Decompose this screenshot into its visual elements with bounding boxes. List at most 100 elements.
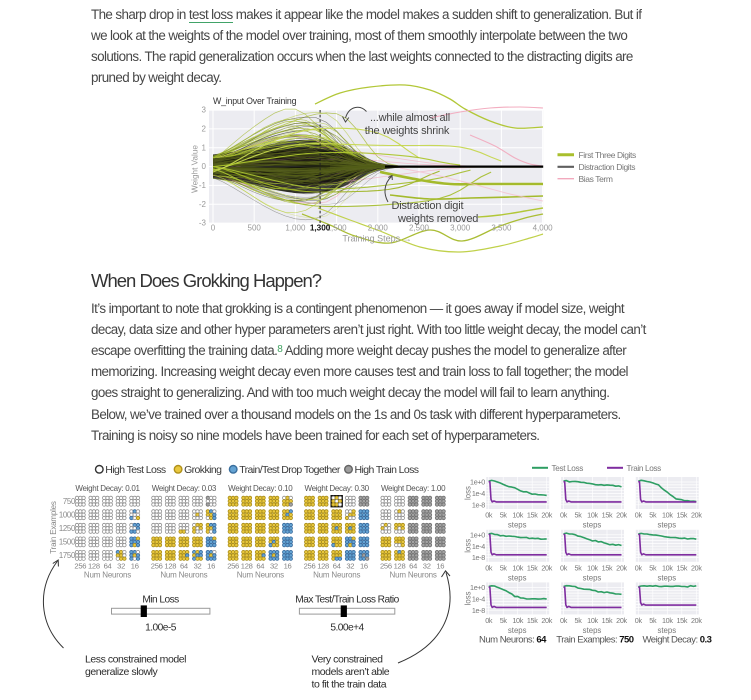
svg-text:16: 16: [436, 562, 444, 571]
svg-text:15k: 15k: [602, 511, 613, 520]
svg-text:4,000: 4,000: [533, 224, 554, 233]
svg-text:128: 128: [164, 562, 176, 571]
svg-text:10k: 10k: [512, 616, 523, 625]
svg-text:steps: steps: [657, 521, 676, 530]
svg-text:64: 64: [104, 562, 112, 571]
svg-text:32: 32: [346, 562, 354, 571]
svg-text:3,500: 3,500: [491, 224, 512, 233]
svg-text:1250: 1250: [59, 524, 76, 533]
svg-text:15k: 15k: [676, 563, 687, 572]
svg-text:loss: loss: [464, 539, 473, 553]
svg-text:500: 500: [248, 224, 262, 233]
svg-text:256: 256: [304, 562, 316, 571]
svg-text:20k: 20k: [616, 511, 627, 520]
svg-text:Weight Decay: 0.3: Weight Decay: 0.3: [643, 635, 712, 646]
svg-text:5k: 5k: [575, 616, 583, 625]
svg-text:5k: 5k: [649, 511, 657, 520]
svg-text:5k: 5k: [500, 511, 508, 520]
svg-text:Weight Decay: 1.00: Weight Decay: 1.00: [381, 484, 446, 493]
svg-text:5.00e+4: 5.00e+4: [330, 623, 364, 634]
svg-text:High Test Loss: High Test Loss: [105, 464, 166, 476]
svg-text:10k: 10k: [587, 563, 598, 572]
svg-text:5k: 5k: [575, 563, 583, 572]
svg-text:-1: -1: [199, 181, 207, 190]
svg-text:128: 128: [394, 562, 406, 571]
svg-text:64: 64: [409, 562, 417, 571]
svg-text:20k: 20k: [541, 616, 552, 625]
svg-text:5k: 5k: [575, 511, 583, 520]
svg-text:1.00e-5: 1.00e-5: [145, 623, 177, 634]
svg-text:0k: 0k: [635, 563, 643, 572]
svg-text:1,500: 1,500: [327, 224, 348, 233]
svg-text:1000: 1000: [59, 511, 76, 520]
svg-text:256: 256: [380, 562, 392, 571]
svg-text:128: 128: [88, 562, 100, 571]
svg-text:Train Examples: 750: Train Examples: 750: [556, 635, 633, 646]
svg-text:1e+0: 1e+0: [470, 530, 485, 539]
svg-text:15k: 15k: [527, 563, 538, 572]
svg-text:Weight Decay: 0.30: Weight Decay: 0.30: [305, 484, 370, 493]
svg-text:10k: 10k: [662, 563, 673, 572]
svg-text:128: 128: [317, 562, 329, 571]
svg-text:steps: steps: [583, 521, 602, 530]
svg-text:16: 16: [284, 562, 292, 571]
svg-text:15k: 15k: [527, 511, 538, 520]
svg-text:1e+0: 1e+0: [470, 478, 485, 487]
svg-text:-2: -2: [199, 200, 207, 209]
svg-text:0k: 0k: [485, 563, 493, 572]
svg-text:1e-4: 1e-4: [472, 489, 485, 498]
svg-text:32: 32: [194, 562, 202, 571]
svg-text:Bias Term: Bias Term: [579, 174, 613, 184]
svg-text:Min Loss: Min Loss: [142, 595, 179, 606]
svg-text:3: 3: [202, 106, 207, 115]
svg-text:5k: 5k: [500, 616, 508, 625]
svg-text:Train/Test Drop Together: Train/Test Drop Together: [239, 464, 341, 476]
svg-text:to fit the train data: to fit the train data: [312, 679, 387, 691]
svg-text:20k: 20k: [541, 511, 552, 520]
svg-text:128: 128: [241, 562, 253, 571]
svg-text:steps: steps: [508, 573, 527, 582]
svg-text:256: 256: [151, 562, 163, 571]
svg-text:Train Examples: Train Examples: [49, 501, 58, 554]
svg-text:0k: 0k: [485, 511, 493, 520]
svg-text:0: 0: [202, 162, 207, 171]
svg-text:2: 2: [202, 125, 207, 134]
svg-text:15k: 15k: [676, 616, 687, 625]
svg-text:20k: 20k: [616, 563, 627, 572]
svg-text:Num Neurons: Num Neurons: [160, 571, 207, 580]
svg-text:0k: 0k: [485, 616, 493, 625]
svg-text:Weight Value: Weight Value: [191, 145, 200, 193]
svg-text:Max Test/Train Loss Ratio: Max Test/Train Loss Ratio: [295, 595, 399, 606]
svg-text:5k: 5k: [500, 563, 508, 572]
svg-text:20k: 20k: [541, 563, 552, 572]
svg-text:10k: 10k: [587, 616, 598, 625]
svg-text:Distraction digit: Distraction digit: [392, 200, 464, 212]
svg-text:0: 0: [211, 224, 216, 233]
svg-text:steps: steps: [508, 521, 527, 530]
svg-text:Num Neurons: Num Neurons: [313, 571, 360, 580]
svg-text:...while almost all: ...while almost all: [370, 112, 450, 124]
svg-text:loss: loss: [464, 486, 473, 500]
svg-text:0k: 0k: [560, 563, 568, 572]
svg-text:0k: 0k: [635, 511, 643, 520]
svg-text:Num Neurons: Num Neurons: [237, 571, 284, 580]
svg-text:steps: steps: [508, 626, 527, 635]
svg-text:16: 16: [207, 562, 215, 571]
svg-text:loss: loss: [464, 591, 473, 605]
svg-text:15k: 15k: [602, 616, 613, 625]
svg-text:10k: 10k: [512, 511, 523, 520]
svg-text:2,500: 2,500: [409, 224, 430, 233]
svg-text:1e-8: 1e-8: [472, 606, 485, 615]
svg-text:15k: 15k: [676, 511, 687, 520]
svg-text:1750: 1750: [59, 551, 76, 560]
svg-text:Distraction Digits: Distraction Digits: [579, 162, 636, 172]
svg-text:16: 16: [131, 562, 139, 571]
svg-text:1e-4: 1e-4: [472, 594, 485, 603]
svg-text:steps: steps: [657, 573, 676, 582]
svg-text:0k: 0k: [560, 616, 568, 625]
svg-text:Very constrained: Very constrained: [312, 654, 384, 666]
svg-text:750: 750: [63, 497, 76, 506]
svg-text:10k: 10k: [512, 563, 523, 572]
svg-text:32: 32: [117, 562, 125, 571]
svg-text:1e-8: 1e-8: [472, 553, 485, 562]
